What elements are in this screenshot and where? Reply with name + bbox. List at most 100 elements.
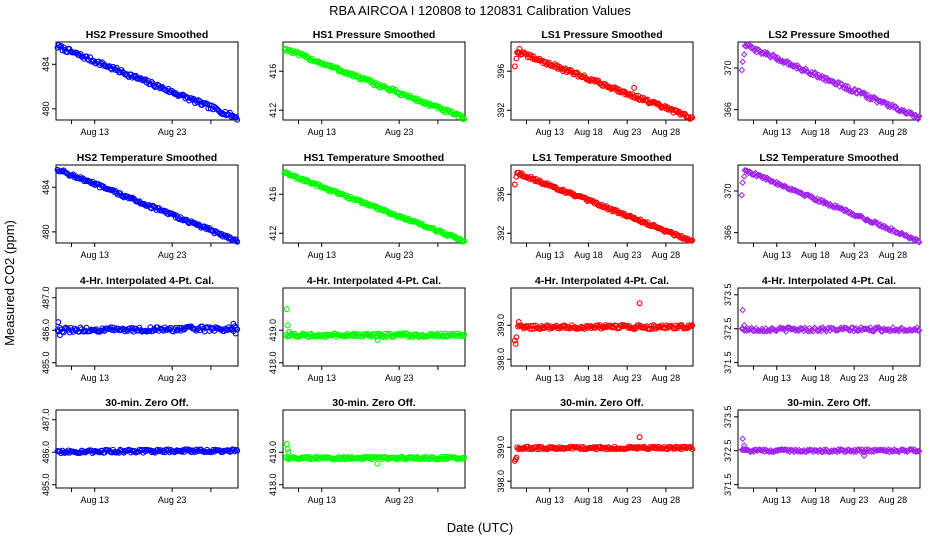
data-point	[892, 229, 900, 237]
data-point	[783, 324, 791, 332]
data-point	[856, 212, 863, 220]
data-point	[281, 170, 288, 176]
plot-frame	[55, 41, 239, 121]
x-tick-label: Aug 18	[574, 495, 603, 505]
data-point	[848, 88, 855, 95]
x-tick-label: Aug 18	[574, 250, 603, 260]
x-tick-label: Aug 23	[385, 373, 414, 383]
chart-panel-16: 30-min. Zero Off. Aug 13 Aug 18 Aug 23 Aug 2…	[723, 397, 923, 505]
figure-title: RBA AIRCOA I 120808 to 120831 Calibratio…	[329, 3, 631, 18]
x-tick-label: Aug 23	[158, 495, 187, 505]
x-tick-label: Aug 28	[879, 127, 908, 137]
data-point	[869, 95, 876, 103]
data-point	[205, 226, 212, 233]
data-point	[461, 331, 468, 338]
panel-title: HS2 Temperature Smoothed	[77, 152, 217, 164]
data-point	[55, 319, 62, 326]
data-point	[754, 172, 762, 179]
data-point	[836, 204, 844, 212]
data-point	[781, 58, 789, 66]
x-tick-label: Aug 28	[879, 250, 908, 260]
x-tick-label: Aug 18	[801, 127, 830, 137]
y-tick-label: 484	[41, 180, 51, 195]
x-tick-label: Aug 13	[762, 495, 791, 505]
data-point	[811, 446, 818, 454]
y-tick-label: 373.5	[723, 284, 733, 307]
data-point	[380, 207, 387, 214]
x-tick-label: Aug 23	[158, 373, 187, 383]
data-point	[896, 326, 904, 334]
data-point	[284, 333, 291, 340]
data-point	[232, 330, 239, 337]
data-point	[82, 177, 89, 184]
x-tick-label: Aug 28	[879, 373, 908, 383]
x-tick-label: Aug 23	[158, 127, 187, 137]
chart-panel-3: LS1 Pressure Smoothed Aug 13 Aug 18 Aug 23 A…	[496, 29, 696, 137]
data-point	[915, 112, 923, 120]
y-tick-label: 372.5	[723, 317, 733, 340]
data-point	[799, 325, 806, 333]
y-tick-label: 416	[268, 187, 278, 202]
data-point	[113, 190, 120, 197]
x-tick-label: Aug 13	[762, 127, 791, 137]
data-point	[234, 116, 241, 123]
x-tick-label: Aug 13	[535, 250, 564, 260]
y-tick-label: 487.0	[41, 286, 51, 309]
y-tick-label: 418.0	[268, 473, 278, 496]
data-point	[513, 454, 520, 461]
data-point	[892, 447, 899, 455]
chart-panel-13: 30-min. Zero Off. Aug 13 Aug 23 485.0 486.0 4…	[41, 397, 241, 505]
data-point	[914, 327, 922, 334]
data-point	[128, 195, 135, 202]
data-point	[912, 111, 920, 119]
y-tick-label: 398.0	[496, 348, 506, 371]
data-point	[352, 72, 359, 79]
data-point	[896, 447, 904, 455]
data-point	[611, 206, 618, 213]
y-tick-label: 480	[41, 224, 51, 239]
data-point	[817, 325, 824, 332]
data-point	[811, 69, 819, 76]
y-tick-label: 396	[496, 187, 506, 202]
data-point	[878, 223, 886, 230]
data-point	[146, 327, 153, 334]
data-point	[763, 49, 771, 57]
y-tick-label: 396	[496, 64, 506, 79]
chart-panel-10: 4-Hr. Interpolated 4-Pt. Cal. Aug 13 Aug 2…	[268, 275, 468, 383]
panel-title: LS2 Pressure Smoothed	[768, 29, 889, 41]
y-tick-label: 412	[268, 103, 278, 118]
panel-title: LS2 Temperature Smoothed	[759, 152, 898, 164]
data-point	[56, 332, 63, 339]
x-tick-label: Aug 28	[652, 127, 681, 137]
x-tick-label: Aug 23	[840, 250, 869, 260]
data-point	[859, 325, 867, 332]
x-tick-label: Aug 13	[307, 127, 336, 137]
panel-title: 4-Hr. Interpolated 4-Pt. Cal.	[762, 275, 896, 287]
chart-panel-2: HS1 Pressure Smoothed Aug 13 Aug 23 412 416	[268, 29, 468, 137]
x-tick-label: Aug 23	[385, 495, 414, 505]
plot-frame	[55, 164, 239, 244]
y-tick-label: 370	[723, 183, 733, 198]
panel-title: 30-min. Zero Off.	[105, 397, 189, 409]
x-tick-label: Aug 23	[158, 250, 187, 260]
chart-panel-14: 30-min. Zero Off. Aug 13 Aug 23 418.0 419.0	[268, 397, 468, 505]
data-point	[437, 333, 444, 340]
data-point	[441, 106, 448, 113]
data-point	[283, 441, 290, 448]
x-tick-label: Aug 23	[840, 373, 869, 383]
x-tick-label: Aug 18	[801, 495, 830, 505]
x-tick-label: Aug 18	[801, 250, 830, 260]
chart-panel-4: LS2 Pressure Smoothed Aug 13 Aug 18 Aug 23 A…	[723, 29, 923, 137]
data-point	[234, 447, 241, 454]
plot-frame	[737, 287, 921, 367]
data-point	[303, 178, 310, 185]
data-point	[791, 62, 799, 69]
x-tick-label: Aug 13	[80, 250, 109, 260]
x-tick-label: Aug 13	[307, 495, 336, 505]
plot-frame	[282, 287, 466, 367]
data-point	[811, 196, 819, 204]
panel-title: 4-Hr. Interpolated 4-Pt. Cal.	[307, 275, 441, 287]
data-point	[915, 327, 923, 334]
panel-title: HS1 Pressure Smoothed	[313, 29, 436, 41]
x-tick-label: Aug 23	[613, 373, 642, 383]
